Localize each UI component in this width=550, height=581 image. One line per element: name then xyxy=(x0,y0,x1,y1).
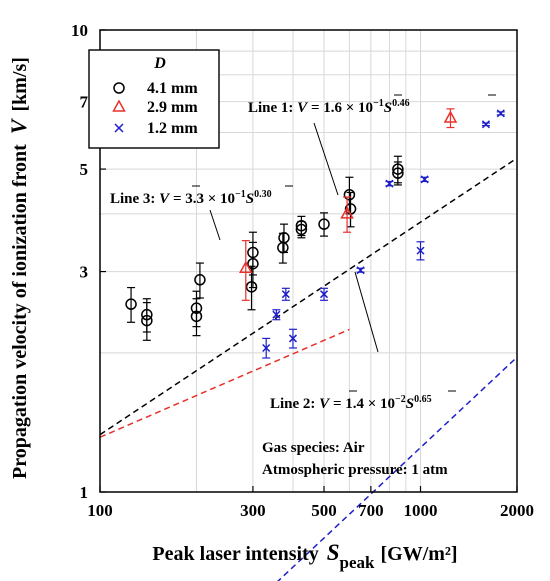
legend-marker-circle xyxy=(113,82,125,94)
line2-annotation: Line 2: V = 1.4 × 10−2S0.65 xyxy=(270,394,432,412)
y-tick-label: 3 xyxy=(80,263,89,282)
data-point-circle xyxy=(125,286,137,323)
data-point-x xyxy=(272,309,281,321)
line1-annotation: Line 1: V = 1.6 × 10−1S0.46 xyxy=(248,98,410,116)
note-gas-species: Gas species: Air xyxy=(262,440,365,456)
data-point-triangle xyxy=(239,240,253,301)
data-point-circle xyxy=(190,298,203,337)
data-point-x xyxy=(481,120,490,129)
data-point-triangle xyxy=(443,108,458,129)
grid-lines xyxy=(100,30,517,492)
y-axis-title-var: V xyxy=(6,117,31,134)
y-tick-label: 1 xyxy=(80,483,89,502)
fit-lines xyxy=(99,157,518,581)
data-point-x xyxy=(496,109,505,118)
data-point-x xyxy=(385,179,394,188)
x-tick-label: 2000 xyxy=(500,501,534,520)
x-axis-title-unit: [GW/m²] xyxy=(380,543,457,565)
data-point-circle xyxy=(277,232,289,264)
legend-box xyxy=(88,49,220,149)
legend-marker-triangle xyxy=(112,99,126,112)
leader-line1 xyxy=(313,122,339,196)
data-point-x xyxy=(281,287,290,301)
y-tick-label: 7 xyxy=(80,93,89,112)
y-axis-title: Propagation velocity of ionization front… xyxy=(6,57,31,479)
data-point-circle xyxy=(318,212,330,237)
note-pressure: Atmospheric pressure: 1 atm xyxy=(262,462,448,478)
x-tick-label: 300 xyxy=(240,501,266,520)
y-axis-title-unit: [km/s] xyxy=(9,57,31,111)
legend-label-1-2mm: 1.2 mm xyxy=(147,120,198,137)
data-point-x xyxy=(416,241,425,261)
fit-line-3 xyxy=(99,328,350,438)
data-point-x xyxy=(320,287,329,301)
leader-line3 xyxy=(209,209,221,241)
x-axis-title-var: S xyxy=(327,540,340,565)
x-tick-label: 500 xyxy=(311,501,337,520)
data-point-circle xyxy=(141,302,153,341)
plot-frame xyxy=(99,29,518,493)
legend-marker-x xyxy=(114,123,124,133)
leader-line2 xyxy=(354,271,379,353)
legend-label-2-9mm: 2.9 mm xyxy=(147,99,198,116)
x-tick-label: 700 xyxy=(358,501,384,520)
y-tick-label: 5 xyxy=(80,160,89,179)
data-point-circle xyxy=(194,262,206,299)
x-tick-label: 100 xyxy=(87,501,113,520)
data-point-circle xyxy=(247,231,259,276)
legend-label-4-1mm: 4.1 mm xyxy=(147,80,198,97)
data-point-x xyxy=(288,328,297,349)
legend-title: D xyxy=(153,55,166,72)
x-axis-title-main: Peak laser intensity xyxy=(152,543,318,565)
data-point-x xyxy=(420,175,429,184)
x-axis-title: Peak laser intensity Speak [GW/m²] xyxy=(152,540,457,572)
data-point-x xyxy=(356,266,365,275)
x-axis-title-sub: peak xyxy=(340,553,376,572)
axis-ticks: 100 300 500 700 1000 2000 1 3 5 7 10 xyxy=(71,21,534,520)
data-point-x xyxy=(262,337,271,359)
x-tick-label: 1000 xyxy=(404,501,438,520)
data-point-triangle xyxy=(340,196,354,233)
fit-line-1 xyxy=(99,157,518,436)
data-points xyxy=(125,108,505,359)
y-tick-label: 10 xyxy=(71,21,88,40)
y-axis-title-main: Propagation velocity of ionization front xyxy=(9,144,31,479)
data-point-circle xyxy=(392,161,404,186)
line3-annotation: Line 3: V = 3.3 × 10−1S0.30 xyxy=(110,189,272,207)
legend: D 4.1 mm 2.9 mm 1.2 mm xyxy=(88,49,220,149)
data-point-circle xyxy=(295,220,308,239)
fit-line-2 xyxy=(277,356,518,581)
